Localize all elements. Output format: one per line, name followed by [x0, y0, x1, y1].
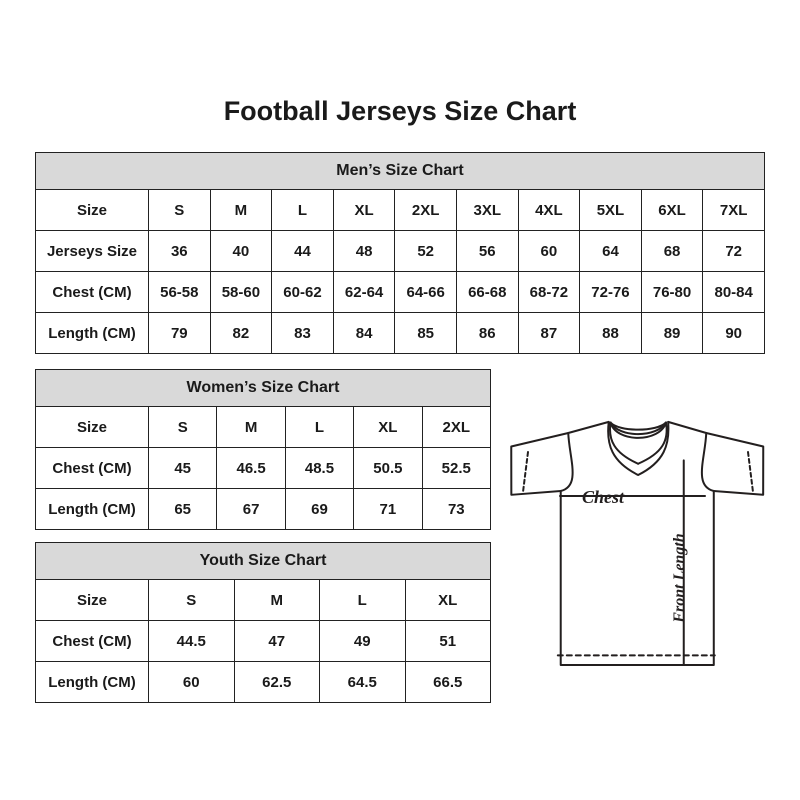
- svg-text:Chest: Chest: [582, 487, 625, 507]
- svg-text:Front Length: Front Length: [671, 533, 688, 623]
